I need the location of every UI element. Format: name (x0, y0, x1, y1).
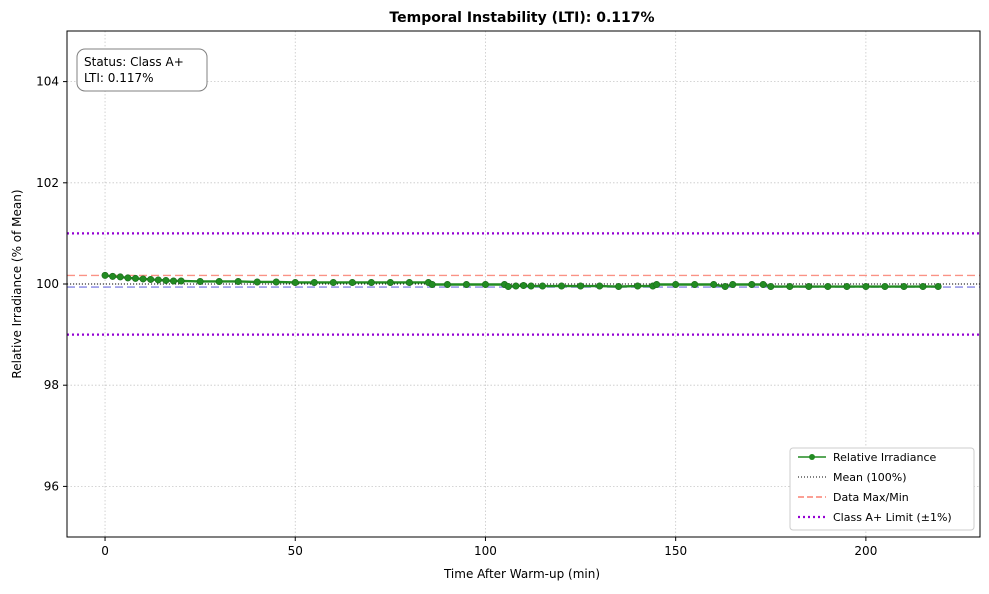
data-point (272, 278, 280, 286)
data-point (634, 282, 642, 290)
data-point (481, 281, 489, 289)
data-point (428, 281, 436, 289)
data-point (131, 274, 139, 282)
y-tick-label: 96 (44, 479, 59, 493)
data-point (767, 283, 775, 291)
x-ticks: 0 50 100 150 200 (101, 537, 877, 558)
y-tick-label: 100 (36, 277, 59, 291)
x-tick-label: 100 (474, 544, 497, 558)
legend-marker (809, 454, 815, 460)
data-point (519, 282, 527, 290)
y-tick-label: 102 (36, 176, 59, 190)
data-point (900, 283, 908, 291)
data-point (154, 276, 162, 284)
data-point (124, 274, 132, 282)
legend-entry: Mean (100%) (798, 471, 907, 484)
data-point (786, 283, 794, 291)
data-point (234, 277, 242, 285)
data-point (748, 281, 756, 289)
data-point (162, 276, 170, 284)
status-box: Status: Class A+ LTI: 0.117% (76, 48, 208, 92)
data-point (577, 282, 585, 290)
data-point (147, 275, 155, 283)
data-point (934, 283, 942, 291)
y-tick-label: 98 (44, 378, 59, 392)
data-point (919, 283, 927, 291)
data-point (672, 281, 680, 289)
data-point (615, 283, 623, 291)
data-point (862, 283, 870, 291)
legend-entry: Data Max/Min (798, 491, 909, 504)
data-point (386, 278, 394, 286)
legend-label: Mean (100%) (833, 471, 907, 484)
data-point (348, 278, 356, 286)
data-point (539, 282, 547, 290)
y-axis-label: Relative Irradiance (% of Mean) (10, 189, 24, 378)
status-line: Status: Class A+ (84, 55, 184, 69)
data-point (824, 283, 832, 291)
data-point (691, 281, 699, 289)
legend-frame (789, 447, 975, 531)
x-tick-label: 200 (854, 544, 877, 558)
x-tick-label: 0 (101, 544, 109, 558)
data-point (177, 277, 185, 285)
data-point (805, 283, 813, 291)
y-tick-label: 104 (36, 75, 59, 89)
data-point (367, 278, 375, 286)
data-point (759, 281, 767, 289)
data-point (253, 278, 261, 286)
chart-title: Temporal Instability (LTI): 0.117% (389, 10, 654, 26)
data-point (527, 282, 535, 290)
lti-line: LTI: 0.117% (84, 71, 154, 85)
data-point (196, 277, 204, 285)
legend: Relative Irradiance Mean (100%) Data Max/M… (789, 447, 975, 531)
legend-entry: Relative Irradiance (798, 451, 936, 464)
legend-label: Relative Irradiance (833, 451, 936, 464)
legend-label: Class A+ Limit (±1%) (833, 511, 952, 524)
y-ticks: 96 98 100 102 104 (36, 75, 67, 493)
data-point (558, 282, 566, 290)
series-layer (101, 271, 942, 291)
data-point (139, 275, 147, 283)
data-point (721, 283, 729, 291)
status-box-frame (76, 48, 208, 92)
data-point (843, 283, 851, 291)
data-point (405, 278, 413, 286)
x-tick-label: 50 (288, 544, 303, 558)
legend-entry: Class A+ Limit (±1%) (798, 511, 952, 524)
data-point (596, 282, 604, 290)
legend-label: Data Max/Min (833, 491, 909, 504)
x-axis-label: Time After Warm-up (min) (443, 567, 600, 581)
data-point (653, 281, 661, 289)
data-point (512, 282, 520, 290)
data-point (881, 283, 889, 291)
data-point (310, 278, 318, 286)
data-point (170, 277, 178, 285)
data-point (116, 273, 124, 281)
data-point (443, 281, 451, 289)
data-point (109, 272, 117, 280)
data-point (710, 281, 718, 289)
x-tick-label: 150 (664, 544, 687, 558)
data-point (729, 281, 737, 289)
data-point (462, 281, 470, 289)
data-point (291, 278, 299, 286)
data-point (215, 277, 223, 285)
data-point (329, 278, 337, 286)
data-point (504, 283, 512, 291)
data-point (101, 271, 109, 279)
